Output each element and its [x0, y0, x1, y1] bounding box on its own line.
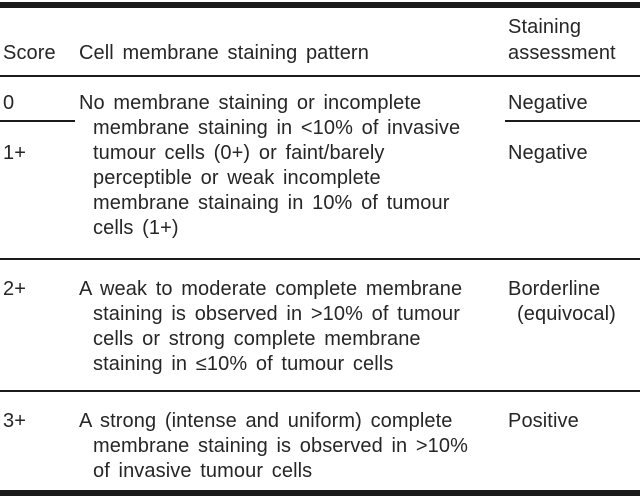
row-score-2plus: 2+ A weak to moderate complete membrane …	[0, 259, 640, 392]
assessment-negative-1plus: Negative	[505, 121, 640, 260]
assessment-positive-3plus: Positive	[508, 410, 579, 432]
row-score-3plus: 3+ A strong (intense and uniform) comple…	[0, 391, 640, 493]
pattern-text-3plus: A strong (intense and uniform) complete …	[79, 410, 469, 482]
score-value-3plus: 3+	[3, 410, 27, 432]
pattern-text-2plus: A weak to moderate complete membrane sta…	[75, 259, 505, 392]
assessment-borderline-2plus: Borderline (equivocal)	[505, 259, 640, 392]
assessment-negative-0: Negative	[505, 76, 640, 122]
row-score-0: 0 No membrane staining or incomplete mem…	[0, 76, 640, 260]
row-score-1plus: 1+ Negative	[0, 121, 640, 260]
column-header-assessment: Staining assessment	[505, 5, 640, 77]
score-value-0: 0	[0, 76, 75, 122]
score-value-1plus: 1+	[0, 121, 75, 260]
score-value-2plus: 2+	[0, 259, 75, 392]
column-header-score: Score	[0, 5, 75, 77]
table-header: Score Cell membrane staining pattern Sta…	[0, 5, 640, 77]
header-row: Score Cell membrane staining pattern Sta…	[0, 5, 640, 77]
column-header-pattern: Cell membrane staining pattern	[75, 5, 505, 77]
pattern-text-0-1plus: No membrane staining or incomplete membr…	[75, 76, 505, 260]
